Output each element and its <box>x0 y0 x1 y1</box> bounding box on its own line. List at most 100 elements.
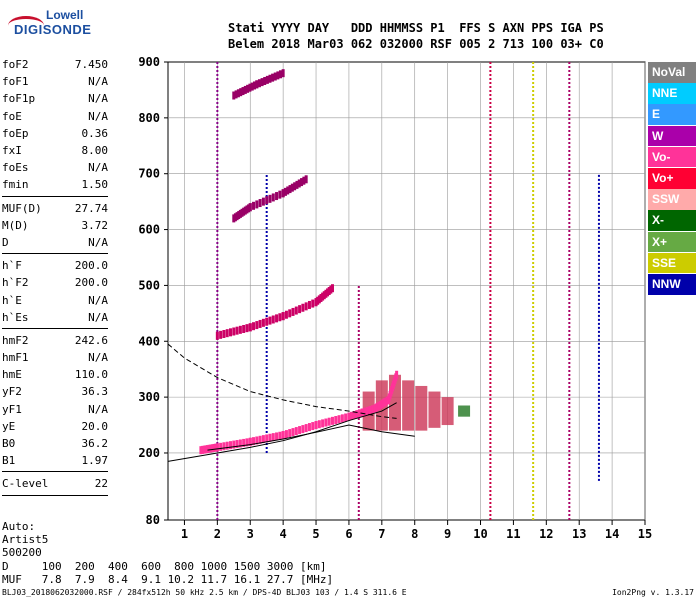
distance-row: D 100 200 400 600 800 1000 1500 3000 [km… <box>2 560 327 573</box>
lowell-digisonde-logo: Lowell DIGISONDE <box>2 6 91 44</box>
param-row: foF1 N/A <box>2 73 108 90</box>
echo-point <box>210 444 214 453</box>
echo-point <box>307 300 311 309</box>
echo-point <box>255 321 259 330</box>
echo-point <box>350 411 354 420</box>
echo-point <box>344 413 348 422</box>
echo-point <box>347 412 351 421</box>
echo-point <box>273 72 277 81</box>
echo-point <box>246 84 250 93</box>
legend-item-vo: Vo+ <box>648 167 696 189</box>
echo-point <box>215 331 219 340</box>
param-value: 36.2 <box>81 437 109 451</box>
param-row: fmin 1.50 <box>2 176 108 193</box>
param-label: h`E <box>2 293 22 307</box>
param-separator <box>2 253 108 255</box>
scaled-parameters-panel: foF2 7.450 foF1 N/A foF1p N/A foE N/A foEp 0.36 fx… <box>2 56 108 499</box>
y-tick-label: 200 <box>138 446 160 460</box>
echo-point <box>281 69 285 78</box>
echo-point <box>238 209 242 218</box>
echo-point <box>288 309 292 318</box>
param-value: 27.74 <box>74 201 108 215</box>
param-label: B0 <box>2 437 16 451</box>
echo-point <box>352 410 356 419</box>
echo-point <box>291 428 295 437</box>
echo-point <box>314 421 318 430</box>
param-row: hmF1 N/A <box>2 349 108 366</box>
echo-point <box>301 303 305 312</box>
x-tick-label: 3 <box>247 527 254 541</box>
echo-point <box>304 424 308 433</box>
y-tick-label: 400 <box>138 334 160 348</box>
param-row: fxI 8.00 <box>2 142 108 159</box>
y-tick-label: 300 <box>138 390 160 404</box>
echo-point <box>219 442 223 451</box>
echo-point <box>281 312 285 321</box>
echo-point <box>241 87 245 96</box>
echo-point <box>255 80 259 89</box>
echo-block <box>402 380 415 431</box>
legend-item-x: X+ <box>648 231 696 253</box>
param-row: foEp 0.36 <box>2 125 108 142</box>
echo-point <box>321 292 325 301</box>
echo-point <box>232 214 236 223</box>
param-value: N/A <box>88 161 108 175</box>
param-separator <box>2 471 108 473</box>
param-row: h`E N/A <box>2 291 108 308</box>
legend-item-vo: Vo- <box>648 146 696 168</box>
echo-point <box>290 183 294 192</box>
echo-point <box>288 429 292 438</box>
echo-point <box>225 329 229 338</box>
echo-point <box>330 284 334 293</box>
echo-point <box>248 83 252 92</box>
param-row: h`F2 200.0 <box>2 274 108 291</box>
param-label: foF1 <box>2 75 29 89</box>
echo-point <box>253 81 257 90</box>
param-value: N/A <box>88 109 108 123</box>
echo-point <box>317 295 321 304</box>
x-tick-label: 14 <box>605 527 619 541</box>
param-label: h`F <box>2 259 22 273</box>
echo-point <box>234 90 238 99</box>
param-label: foE <box>2 109 22 123</box>
echo-point <box>363 407 367 416</box>
param-value: 1.97 <box>81 454 109 468</box>
x-tick-label: 8 <box>411 527 418 541</box>
param-separator <box>2 327 108 329</box>
echo-point <box>255 200 259 209</box>
param-label: D <box>2 235 9 249</box>
param-value: 36.3 <box>81 385 109 399</box>
param-row: h`F 200.0 <box>2 257 108 274</box>
param-row: C-level 22 <box>2 475 108 492</box>
param-value: N/A <box>88 92 108 106</box>
logo-line2: DIGISONDE <box>14 22 92 37</box>
x-tick-label: 6 <box>345 527 352 541</box>
param-value: N/A <box>88 310 108 324</box>
param-label: h`F2 <box>2 276 29 290</box>
echo-point <box>219 330 223 339</box>
echo-point <box>327 417 331 426</box>
echo-point <box>252 437 256 446</box>
echo-point <box>243 206 247 215</box>
profile-dashed <box>167 343 397 419</box>
echo-point <box>286 186 290 195</box>
echo-point <box>275 192 279 201</box>
echo-point <box>248 437 252 446</box>
x-tick-label: 11 <box>506 527 520 541</box>
x-tick-label: 9 <box>444 527 451 541</box>
echo-point <box>304 302 308 311</box>
param-value: 242.6 <box>74 333 108 347</box>
echo-point <box>368 405 372 414</box>
echo-point <box>395 370 399 379</box>
echo-point <box>248 323 252 332</box>
param-value: N/A <box>88 75 108 89</box>
echo-point <box>268 433 272 442</box>
echo-point <box>278 431 282 440</box>
echo-point <box>281 189 285 198</box>
echo-block <box>415 385 428 431</box>
echo-point <box>257 79 261 88</box>
echo-point <box>271 193 275 202</box>
param-label: hmE <box>2 368 22 382</box>
echo-point <box>284 310 288 319</box>
x-tick-label: 7 <box>378 527 385 541</box>
